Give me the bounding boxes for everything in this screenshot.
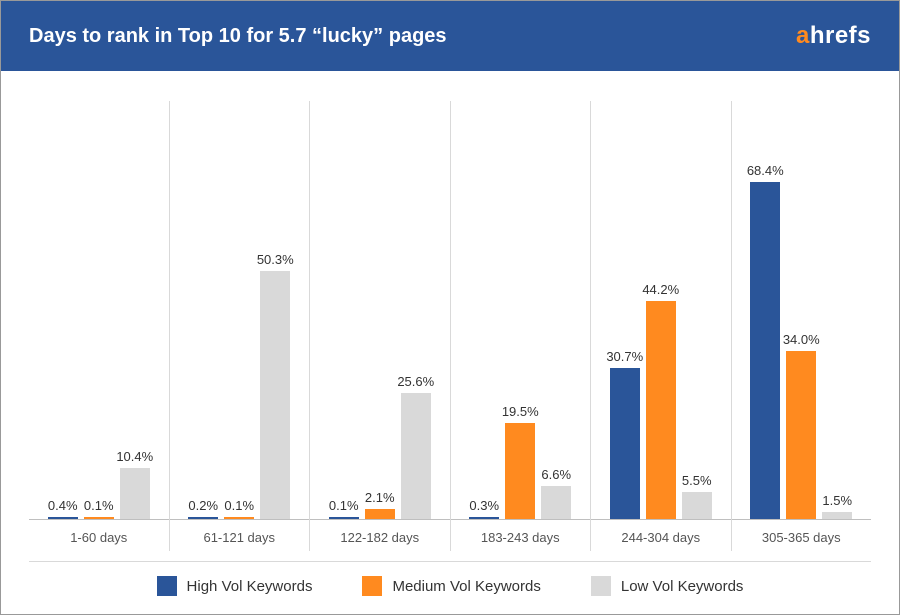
bar-medium	[505, 423, 535, 519]
bar-medium	[786, 351, 816, 519]
chart-body: 0.4%0.1%10.4%1-60 days0.2%0.1%50.3%61-12…	[1, 71, 899, 561]
bar-value-label: 19.5%	[502, 404, 539, 419]
bar-value-label: 2.1%	[365, 490, 395, 505]
bar-column-low: 25.6%	[401, 374, 431, 519]
bar-value-label: 6.6%	[541, 467, 571, 482]
chart-header: Days to rank in Top 10 for 5.7 “lucky” p…	[1, 1, 899, 71]
bars-row: 0.2% 0.1% 50.3%	[170, 101, 310, 520]
bar-column-low: 1.5%	[822, 493, 852, 519]
category-label: 1-60 days	[29, 520, 169, 551]
bar-value-label: 44.2%	[642, 282, 679, 297]
bar-column-high: 0.2%	[188, 498, 218, 519]
bar-groups: 0.4%0.1%10.4%1-60 days0.2%0.1%50.3%61-12…	[29, 101, 871, 551]
chart-frame: Days to rank in Top 10 for 5.7 “lucky” p…	[0, 0, 900, 615]
legend-item: High Vol Keywords	[157, 576, 313, 596]
legend-item: Low Vol Keywords	[591, 576, 744, 596]
bar-group: 0.1%2.1%25.6%122-182 days	[310, 101, 451, 551]
bar-value-label: 0.1%	[329, 498, 359, 513]
bar-column-high: 0.3%	[469, 498, 499, 519]
bar-low	[401, 393, 431, 519]
bar-low	[541, 486, 571, 519]
legend-swatch	[591, 576, 611, 596]
bar-column-medium: 2.1%	[365, 490, 395, 519]
bar-high	[48, 517, 78, 519]
bar-group: 0.3% 19.5% 6.6% 183-243 days	[451, 101, 592, 551]
legend-label: Medium Vol Keywords	[392, 578, 540, 595]
bar-low	[260, 271, 290, 519]
bar-value-label: 30.7%	[606, 349, 643, 364]
plot-area: 0.4%0.1%10.4%1-60 days0.2%0.1%50.3%61-12…	[29, 101, 871, 551]
logo-accent-letter: a	[796, 22, 810, 49]
bar-value-label: 0.2%	[188, 498, 218, 513]
bar-value-label: 5.5%	[682, 473, 712, 488]
bars-row: 0.4% 0.1% 10.4%	[29, 101, 169, 520]
bar-group: 68.4%34.0%1.5%305-365 days	[732, 101, 872, 551]
bars-row: 68.4%34.0%1.5%	[732, 101, 872, 520]
category-label: 183-243 days	[451, 520, 591, 551]
bar-value-label: 68.4%	[747, 163, 784, 178]
bar-high	[469, 517, 499, 519]
category-label: 61-121 days	[170, 520, 310, 551]
bar-group: 0.4%0.1%10.4%1-60 days	[29, 101, 170, 551]
bars-row: 30.7%44.2%5.5%	[591, 101, 731, 520]
bar-high	[188, 517, 218, 519]
bar-column-medium: 0.1%	[84, 498, 114, 519]
bar-value-label: 0.1%	[224, 498, 254, 513]
bar-high	[329, 517, 359, 519]
bar-column-high: 30.7%	[610, 349, 640, 519]
bar-column-low: 6.6%	[541, 467, 571, 519]
bars-row: 0.3% 19.5% 6.6%	[451, 101, 591, 520]
bar-group: 0.2%0.1%50.3%61-121 days	[170, 101, 311, 551]
bar-low	[682, 492, 712, 519]
bar-value-label: 34.0%	[783, 332, 820, 347]
bar-value-label: 10.4%	[116, 449, 153, 464]
bar-column-medium: 34.0%	[786, 332, 816, 519]
bar-value-label: 1.5%	[822, 493, 852, 508]
bar-column-medium: 19.5%	[505, 404, 535, 519]
bar-value-label: 25.6%	[397, 374, 434, 389]
legend-item: Medium Vol Keywords	[362, 576, 540, 596]
legend-swatch	[362, 576, 382, 596]
legend-label: Low Vol Keywords	[621, 578, 744, 595]
bar-medium	[646, 301, 676, 519]
bar-column-low: 50.3%	[260, 252, 290, 519]
bar-value-label: 50.3%	[257, 252, 294, 267]
category-label: 122-182 days	[310, 520, 450, 551]
bar-column-high: 0.4%	[48, 498, 78, 519]
bar-medium	[365, 509, 395, 519]
logo-rest: hrefs	[810, 22, 871, 49]
bars-row: 0.1% 2.1% 25.6%	[310, 101, 450, 520]
legend-label: High Vol Keywords	[187, 578, 313, 595]
chart-title: Days to rank in Top 10 for 5.7 “lucky” p…	[29, 25, 447, 48]
legend-swatch	[157, 576, 177, 596]
bar-high	[750, 182, 780, 519]
bar-group: 30.7%44.2%5.5%244-304 days	[591, 101, 732, 551]
bar-column-high: 0.1%	[329, 498, 359, 519]
bar-low	[822, 512, 852, 519]
bar-value-label: 0.4%	[48, 498, 78, 513]
bar-column-high: 68.4%	[750, 163, 780, 519]
bar-value-label: 0.1%	[84, 498, 114, 513]
ahrefs-logo: ahrefs	[796, 22, 871, 50]
bar-column-medium: 44.2%	[646, 282, 676, 519]
category-label: 305-365 days	[732, 520, 872, 551]
bar-column-low: 10.4%	[120, 449, 150, 519]
bar-high	[610, 368, 640, 519]
legend: High Vol Keywords Medium Vol Keywords Low …	[29, 561, 871, 614]
bar-column-low: 5.5%	[682, 473, 712, 519]
bar-column-medium: 0.1%	[224, 498, 254, 519]
bar-medium	[224, 517, 254, 519]
category-label: 244-304 days	[591, 520, 731, 551]
bar-medium	[84, 517, 114, 519]
bar-value-label: 0.3%	[469, 498, 499, 513]
bar-low	[120, 468, 150, 519]
